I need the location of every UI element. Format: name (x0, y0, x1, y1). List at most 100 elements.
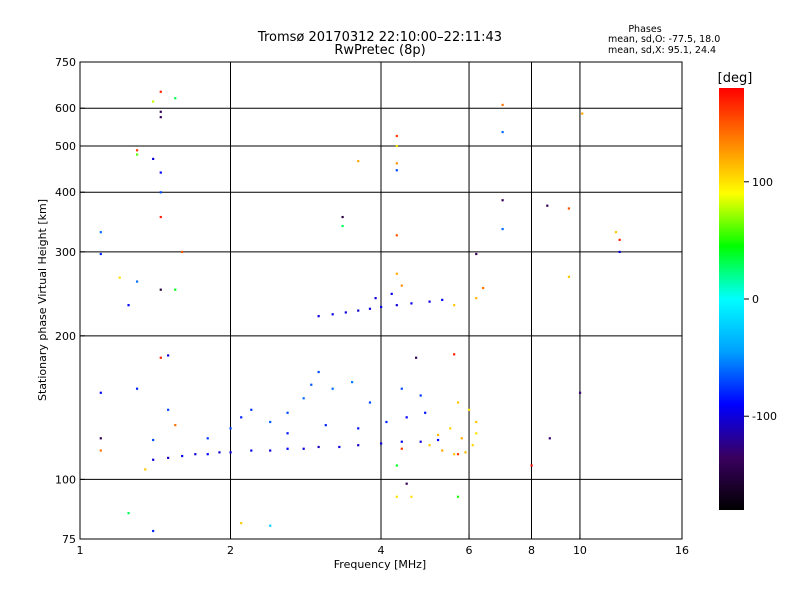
data-point (357, 309, 360, 312)
data-point (395, 134, 398, 138)
data-point (410, 495, 413, 498)
data-point (181, 454, 184, 458)
data-point (385, 420, 388, 424)
data-point (357, 427, 360, 430)
data-point (135, 153, 139, 156)
grid-lines (80, 62, 682, 539)
data-point (441, 449, 444, 452)
data-point (357, 160, 360, 163)
data-point (159, 171, 162, 174)
data-point (269, 524, 272, 527)
data-point (368, 307, 372, 310)
data-point (400, 447, 403, 450)
data-point (240, 522, 243, 525)
data-point (159, 110, 162, 113)
data-point (428, 444, 431, 447)
data-point (618, 238, 621, 241)
data-point (118, 276, 121, 279)
x-tick-label: 6 (466, 544, 473, 557)
data-point (206, 437, 209, 440)
data-point (302, 397, 305, 400)
y-tick-label: 500 (55, 140, 76, 153)
data-point (127, 512, 130, 515)
data-point (250, 449, 253, 452)
data-point (174, 288, 177, 291)
data-point (424, 411, 427, 414)
data-point (99, 437, 102, 440)
data-point (618, 250, 621, 254)
data-point (395, 234, 398, 237)
data-point (135, 149, 139, 152)
y-tick-label: 750 (55, 56, 76, 69)
data-point (152, 157, 155, 161)
data-point (99, 252, 102, 256)
data-point (317, 370, 320, 374)
data-point (286, 447, 289, 450)
data-point (152, 458, 155, 461)
data-point (368, 401, 372, 404)
data-point (99, 231, 102, 234)
data-point (218, 451, 221, 454)
data-point (159, 116, 162, 119)
data-point (548, 437, 551, 440)
colorbar-tick-label: -100 (752, 410, 777, 423)
data-point (331, 313, 334, 316)
data-point (419, 394, 422, 397)
data-point (380, 305, 383, 309)
data-point (338, 445, 341, 449)
x-tick-label: 2 (227, 544, 234, 557)
data-point (250, 408, 253, 411)
y-tick-label: 600 (55, 102, 76, 115)
data-point (456, 495, 460, 498)
chart-title-line1: Tromsø 20170312 22:10:00–22:11:43 (257, 30, 502, 45)
data-point (436, 433, 440, 437)
data-point (436, 438, 440, 442)
data-point (127, 304, 130, 307)
data-point (144, 468, 147, 471)
data-point (229, 451, 232, 454)
phase-stats-o: mean, sd,O: -77.5, 18.0 (608, 34, 720, 45)
data-point (395, 272, 398, 275)
data-point (159, 215, 162, 219)
data-point (428, 300, 431, 303)
data-point (456, 453, 460, 456)
data-point (135, 387, 139, 390)
data-point (453, 304, 456, 307)
data-point (167, 354, 170, 357)
colorbar-gradient (719, 88, 744, 510)
data-point (152, 438, 155, 442)
data-point (578, 391, 582, 394)
y-axis: 75 100 200 300 400 500 600 750 (55, 56, 85, 546)
data-point (475, 432, 478, 435)
data-point (475, 297, 478, 300)
data-point (475, 252, 478, 256)
y-tick-label: 100 (55, 473, 76, 486)
plot-area: 1 2 4 6 8 10 16 75 100 200 300 400 500 600 750 (55, 56, 689, 557)
data-point (380, 442, 383, 445)
data-point (395, 304, 398, 307)
x-axis: 1 2 4 6 8 10 16 (77, 534, 689, 557)
data-point (152, 529, 155, 533)
data-point (341, 224, 344, 228)
data-point (460, 437, 463, 440)
data-point (501, 130, 504, 134)
data-point (419, 440, 422, 443)
data-point (453, 453, 456, 456)
y-tick-label: 75 (62, 533, 76, 546)
data-point (286, 411, 289, 414)
data-point (567, 275, 571, 278)
data-point (453, 353, 456, 356)
data-point (441, 298, 444, 301)
phase-colorbar: [deg] 100 0 -100 (718, 71, 777, 510)
data-point (159, 191, 162, 194)
data-point (317, 445, 320, 449)
data-point (269, 449, 272, 452)
data-points (99, 90, 621, 533)
data-point (400, 387, 403, 390)
data-point (174, 97, 177, 100)
data-point (194, 453, 197, 456)
colorbar-tick-label: 0 (752, 293, 759, 306)
data-point (530, 464, 533, 467)
x-axis-label: Frequency [MHz] (334, 558, 426, 571)
data-point (181, 250, 184, 254)
